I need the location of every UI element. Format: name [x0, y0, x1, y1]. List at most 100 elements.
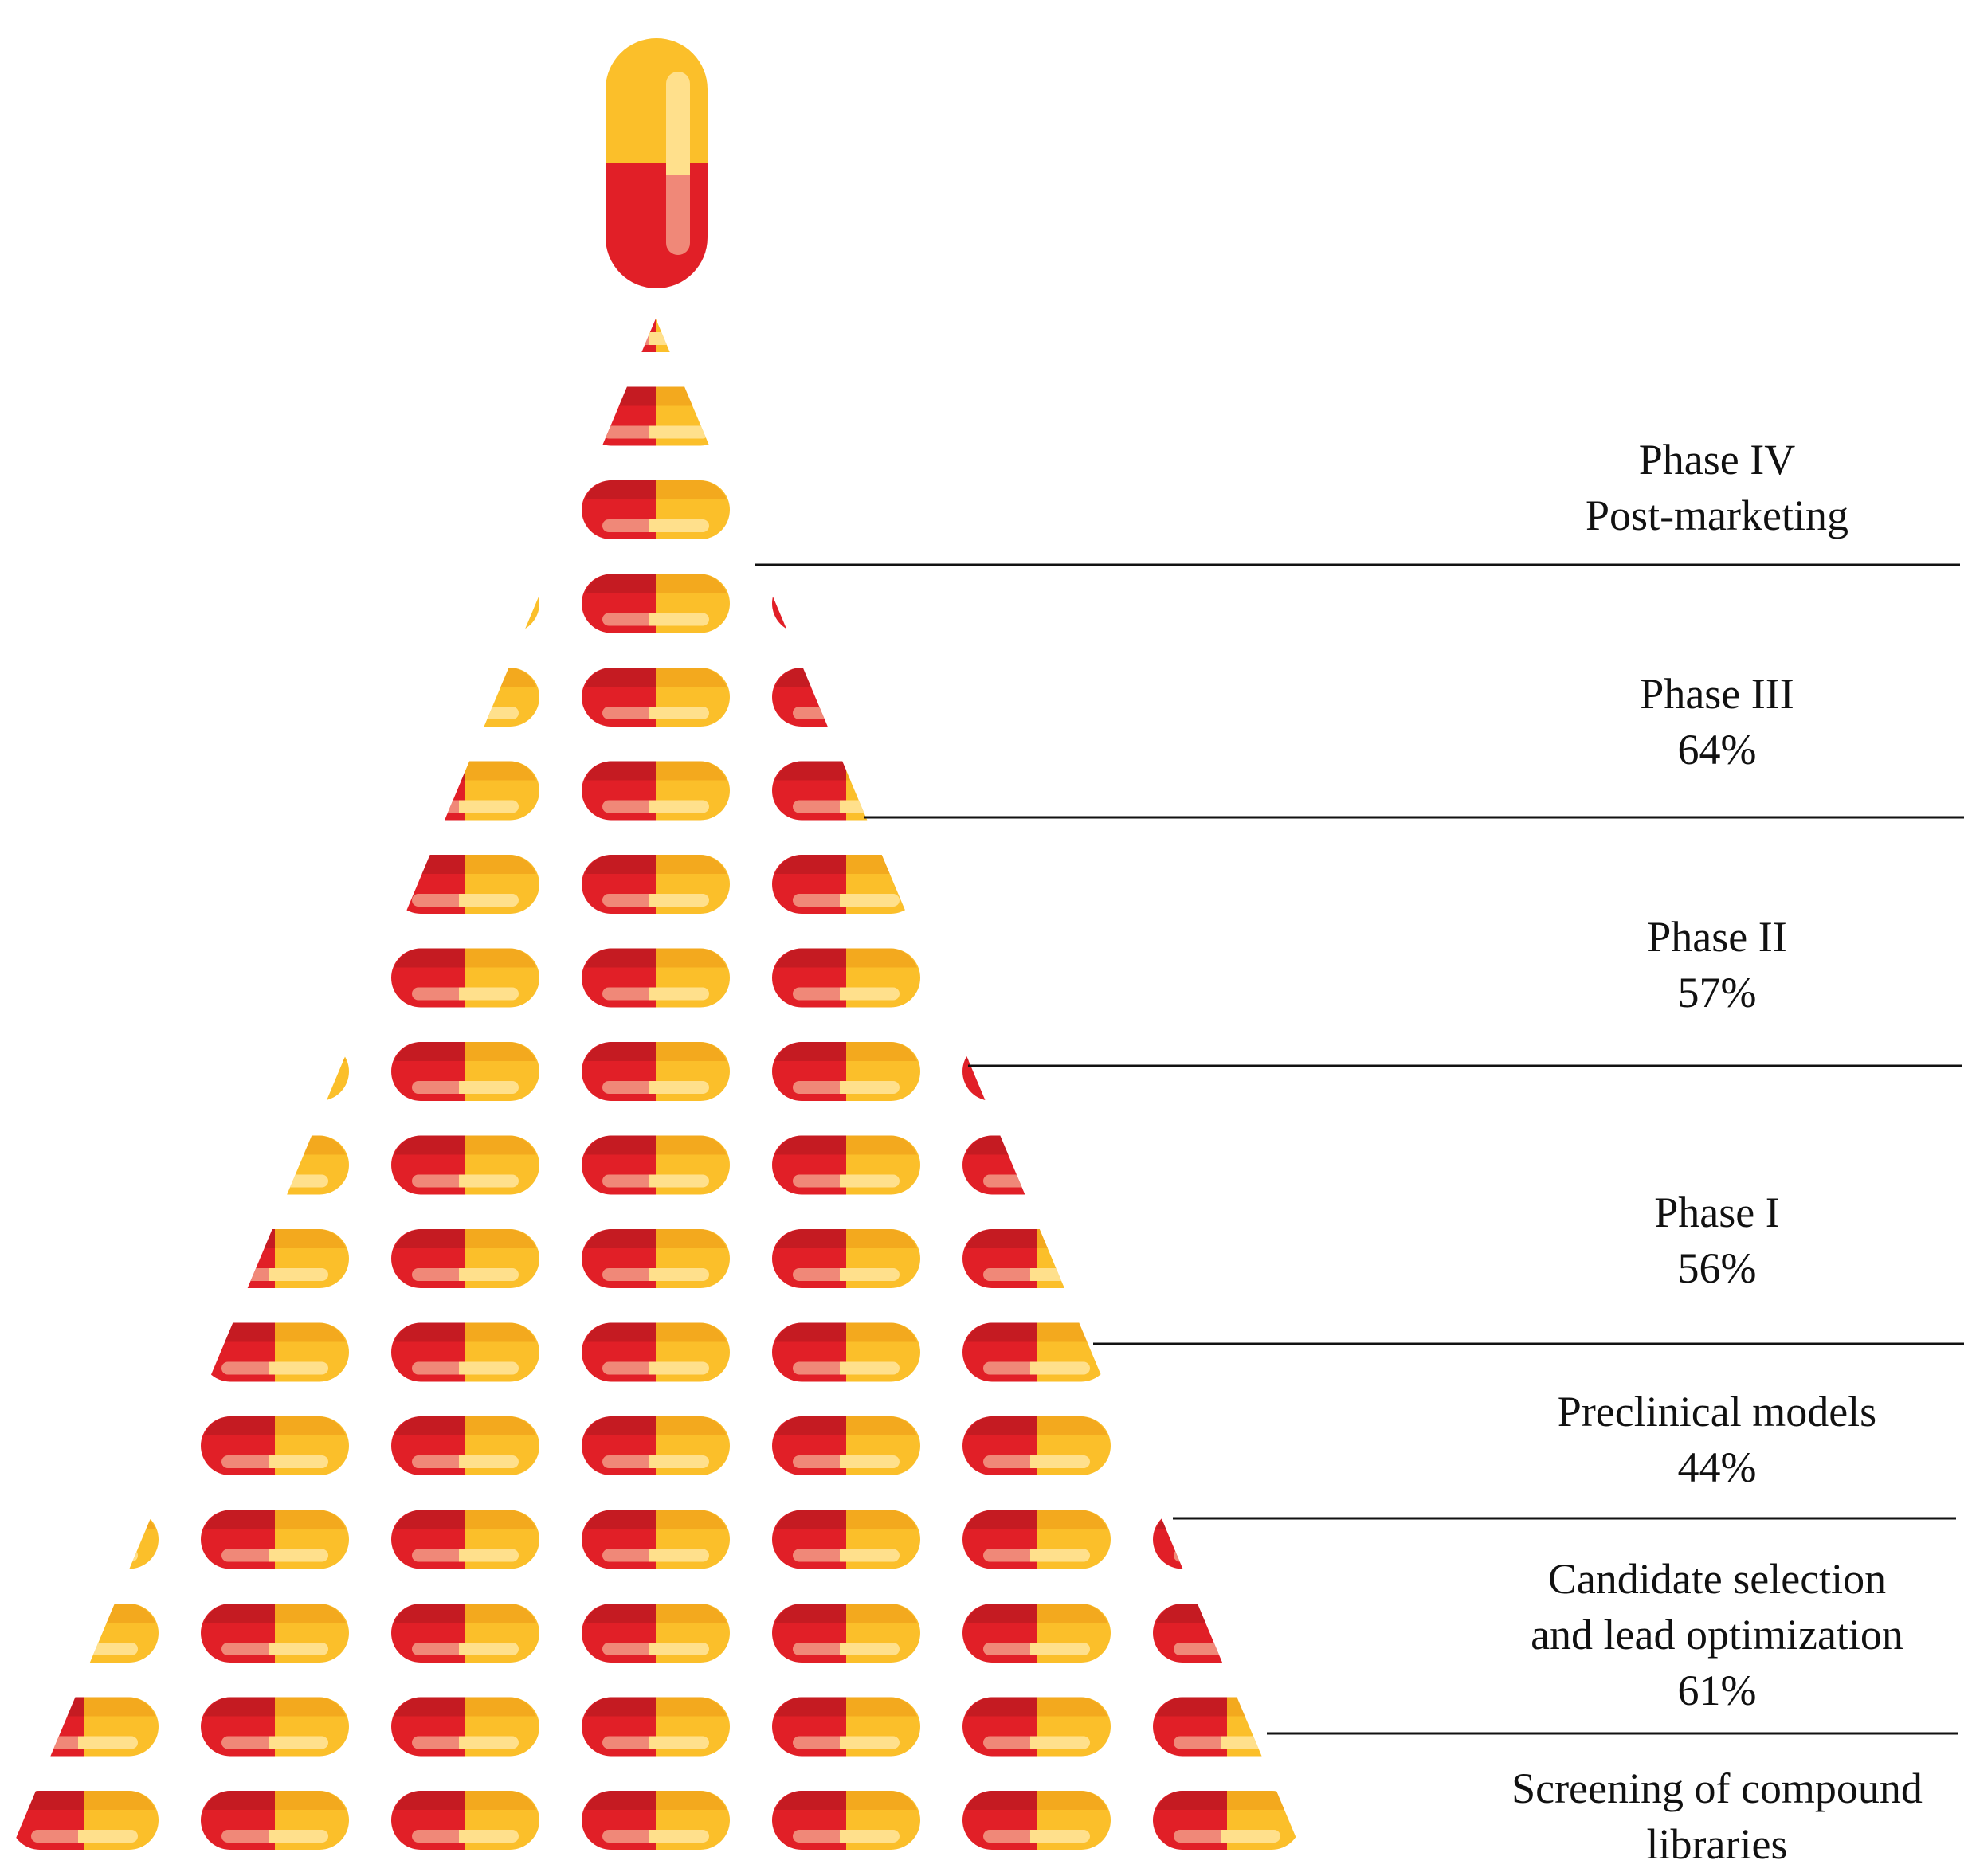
stage-label-phase-1: Phase I 56%	[1466, 1185, 1968, 1296]
pill-icon	[962, 855, 1111, 914]
pill-icon	[772, 1604, 920, 1663]
pill-icon	[962, 1791, 1111, 1850]
pill-icon	[962, 668, 1111, 727]
pill-icon	[391, 761, 540, 821]
pill-icon	[772, 668, 920, 727]
pill-icon	[391, 386, 540, 446]
pill-icon	[10, 1042, 159, 1101]
pill-icon	[1343, 293, 1492, 352]
pill-icon	[391, 574, 540, 633]
pill-icon	[582, 668, 730, 727]
stage-detail: Post-marketing	[1586, 492, 1848, 539]
pill-icon	[391, 1322, 540, 1382]
pill-icon	[1153, 1042, 1301, 1101]
pill-icon	[962, 1604, 1111, 1663]
pill-icon	[201, 1229, 349, 1288]
pill-icon	[582, 574, 731, 633]
pill-pyramid	[10, 293, 1492, 1850]
pill-icon	[962, 1510, 1111, 1569]
pill-icon	[201, 1322, 349, 1382]
pill-icon	[962, 480, 1111, 539]
pill-icon	[1153, 1604, 1301, 1663]
pill-icon	[1343, 574, 1492, 633]
pill-icon	[582, 1416, 730, 1475]
pill-icon	[772, 574, 920, 633]
pill-icon	[10, 1604, 159, 1663]
pill-icon	[1343, 1042, 1492, 1101]
pill-icon	[582, 1604, 730, 1663]
pill-icon	[582, 761, 731, 821]
stage-name: Phase I	[1654, 1189, 1780, 1236]
capsule-icon	[606, 38, 708, 288]
pill-icon	[391, 1416, 539, 1475]
pill-icon	[201, 1791, 349, 1850]
pill-icon	[772, 386, 920, 446]
stage-name: Candidate selection	[1547, 1555, 1887, 1603]
pill-icon	[1153, 1135, 1301, 1195]
pill-icon	[10, 1416, 159, 1475]
pill-icon	[772, 1135, 920, 1195]
pill-icon	[582, 855, 730, 914]
pill-icon	[582, 948, 731, 1008]
pill-icon	[962, 1322, 1111, 1382]
pill-icon	[391, 480, 539, 539]
pill-icon	[201, 1697, 349, 1757]
pill-icon	[582, 1229, 730, 1288]
pill-icon	[1153, 574, 1301, 633]
pill-icon	[582, 1510, 731, 1569]
pill-icon	[10, 948, 159, 1008]
pill-icon	[582, 1697, 731, 1757]
pill-icon	[772, 948, 920, 1008]
pill-icon	[391, 1791, 539, 1850]
pill-icon	[582, 386, 731, 446]
pill-icon	[962, 574, 1111, 633]
stage-label-screening: Screening of compound libraries	[1466, 1760, 1968, 1872]
pill-icon	[962, 1416, 1111, 1475]
pill-icon	[962, 1042, 1111, 1101]
pill-icon	[1153, 761, 1301, 821]
pill-icon	[201, 1042, 349, 1101]
stage-value: 57%	[1677, 969, 1757, 1016]
pill-icon	[1153, 319, 1301, 352]
pill-icon	[962, 319, 1111, 352]
pill-icon	[201, 480, 349, 539]
pill-icon	[391, 948, 540, 1008]
pill-icon	[962, 386, 1111, 446]
pill-icon	[1153, 386, 1301, 446]
pill-icon	[10, 1510, 159, 1569]
stage-label-phase-2: Phase II 57%	[1466, 909, 1968, 1020]
pill-icon	[391, 1135, 540, 1195]
stage-name: Phase III	[1640, 670, 1794, 718]
pill-icon	[10, 480, 159, 539]
pill-icon	[1153, 948, 1301, 1008]
pill-icon	[1343, 855, 1492, 914]
stage-value: 56%	[1677, 1244, 1757, 1292]
pill-icon	[1153, 1791, 1301, 1850]
stage-name: Preclinical models	[1557, 1388, 1877, 1435]
pill-icon	[582, 1791, 730, 1850]
pill-icon	[391, 1510, 540, 1569]
pill-icon	[10, 855, 159, 914]
pill-icon	[391, 1697, 540, 1757]
pill-icon	[10, 319, 159, 352]
pill-icon	[772, 1042, 920, 1101]
pill-icon	[10, 668, 159, 727]
stage-label-candidate: Candidate selection and lead optimizatio…	[1466, 1551, 1968, 1718]
pill-icon	[582, 1042, 730, 1101]
pill-icon	[201, 1135, 349, 1195]
pill-icon	[201, 1510, 349, 1569]
pill-icon	[1153, 1322, 1301, 1382]
pill-icon	[962, 948, 1111, 1008]
pill-icon	[10, 1322, 159, 1382]
pill-icon	[772, 1510, 920, 1569]
pill-icon	[772, 1229, 920, 1288]
pill-icon	[772, 761, 920, 821]
stage-value: 64%	[1677, 726, 1757, 774]
stage-name-continued: libraries	[1646, 1820, 1788, 1868]
pill-icon	[582, 1322, 731, 1382]
pill-icon	[582, 319, 730, 352]
pill-icon	[1153, 855, 1301, 914]
pill-icon	[10, 1135, 159, 1195]
pill-icon	[772, 1322, 920, 1382]
stage-label-phase-3: Phase III 64%	[1466, 666, 1968, 777]
